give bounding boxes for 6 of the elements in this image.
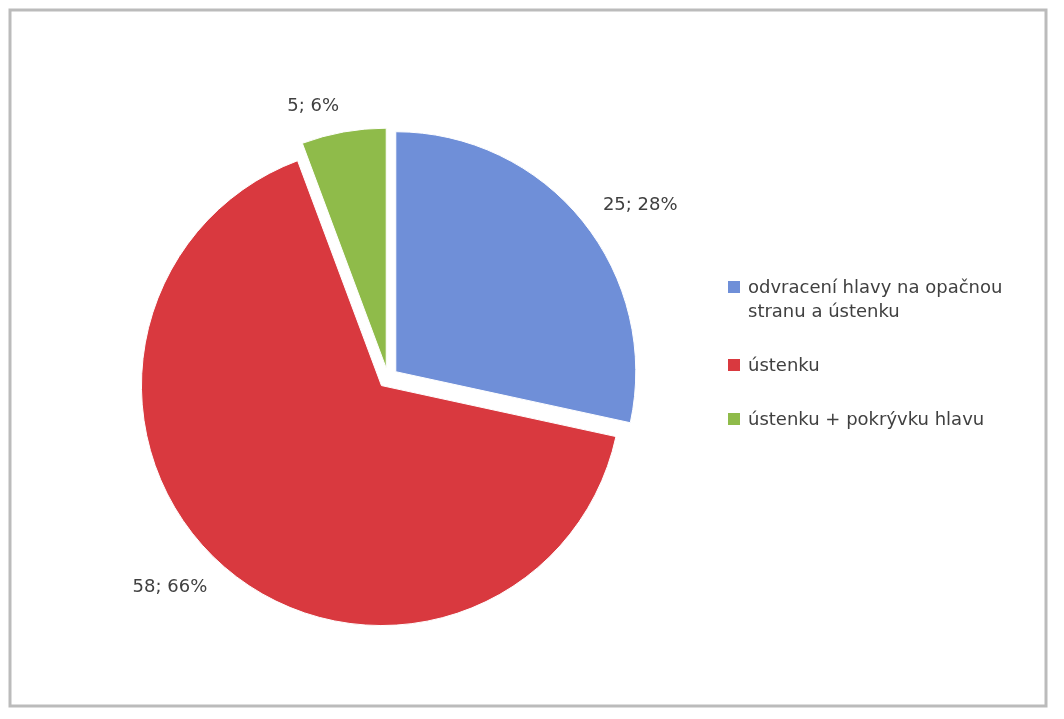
data-label: 25; 28% xyxy=(602,192,678,214)
legend-label: ústenku xyxy=(748,354,820,375)
data-label: 5; 6% xyxy=(287,94,339,116)
data-label: 58; 66% xyxy=(132,574,208,596)
legend-label: odvracení hlavy na opačnou stranu a ústenku xyxy=(748,276,1003,321)
legend-label: ústenku + pokrývku hlavu xyxy=(748,408,985,429)
